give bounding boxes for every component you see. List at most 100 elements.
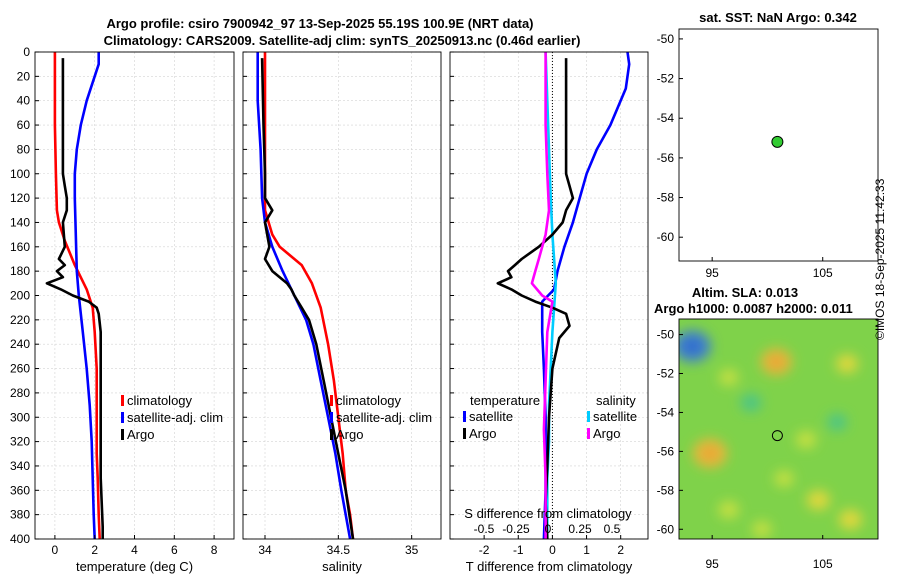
legend-t-argo-swatch — [463, 428, 466, 439]
y-tick-label: 100 — [10, 167, 30, 181]
legend-temperature-1-label: satellite-adj. clim — [127, 410, 223, 425]
sla-anomaly-blob — [718, 369, 739, 386]
sst-map-title: sat. SST: NaN Argo: 0.342 — [699, 10, 857, 25]
s-tick-label: -0.25 — [502, 522, 530, 536]
y-tick-label: 20 — [17, 69, 31, 83]
x-axis-label: salinity — [322, 559, 362, 574]
legend-salinity-2-label: Argo — [336, 427, 363, 442]
y-tick-label: 340 — [10, 459, 30, 473]
difference-profile-plot: -2 -1 0 1 2 T difference from climatology S di… — [449, 51, 649, 574]
y-tick-label: 400 — [10, 532, 30, 546]
s-tick-label: 0 — [545, 522, 552, 536]
y-tick-label: -60 — [657, 230, 675, 244]
s-tick-label: 0.25 — [568, 522, 592, 536]
y-tick-label: 300 — [10, 410, 30, 424]
x-tick-label: 34.5 — [327, 543, 351, 557]
y-tick-label: 60 — [17, 118, 31, 132]
y-tick-label: 360 — [10, 483, 30, 497]
y-tick-label: -50 — [657, 328, 675, 342]
y-tick-label: -56 — [657, 444, 675, 458]
y-tick-label: -56 — [657, 151, 675, 165]
y-tick-label: 220 — [10, 313, 30, 327]
sla-anomaly-blobs — [679, 330, 862, 538]
y-tick-label: 140 — [10, 215, 30, 229]
sla-anomaly-core — [687, 342, 698, 351]
figure-title-line2: Climatology: CARS2009. Satellite-adj cli… — [104, 33, 581, 48]
y-tick-label: 180 — [10, 264, 30, 278]
y-tick-label: 320 — [10, 435, 30, 449]
x-tick-label: 2 — [617, 543, 624, 557]
y-tick-label: -58 — [657, 483, 675, 497]
legend-salinity-2-swatch — [330, 429, 333, 440]
s-axis-label: S difference from climatology — [464, 506, 632, 521]
legend-salinity-1-swatch — [330, 412, 333, 423]
y-tick-label: 40 — [17, 94, 31, 108]
series-line-satellite-adj-clim — [73, 52, 100, 540]
sla-anomaly-core — [703, 448, 716, 459]
y-tick-label: 240 — [10, 337, 30, 351]
salinity-profile-plot: 34 34.5 35 salinity climatology satellite-adj… — [242, 51, 442, 574]
sla-anomaly-blob — [827, 413, 847, 431]
y-tick-label: 200 — [10, 289, 30, 303]
legend-title-temperature: temperature — [470, 393, 540, 408]
series-line-s-argo — [530, 52, 554, 539]
y-tick-label: -60 — [657, 522, 675, 536]
sla-anomaly-blob — [740, 393, 762, 412]
y-tick-label: 80 — [17, 142, 31, 156]
series-line-argo — [45, 58, 104, 539]
temperature-profile-plot: 0 2 4 6 8 temperature (deg C) 0 20 40 60 80 100 120 1… — [10, 45, 235, 574]
sst-map-plot: sat. SST: NaN Argo: 0.342 -50 -52 -54 -56 -58… — [657, 10, 879, 280]
y-tick-label: -52 — [657, 367, 675, 381]
series-line-climatology — [53, 52, 101, 540]
sla-map-title-line2: Argo h1000: 0.0087 h2000: 0.011 — [654, 301, 853, 316]
series-line-t-satellite — [540, 51, 631, 540]
series-line-t-argo — [496, 58, 575, 540]
sla-anomaly-blob — [838, 509, 862, 530]
x-tick-label: 4 — [131, 543, 138, 557]
argo-position-marker — [771, 135, 784, 148]
legend-title-salinity: salinity — [596, 393, 636, 408]
legend-t-satellite-swatch — [463, 411, 466, 422]
legend-salinity-0-swatch — [330, 395, 333, 406]
x-axis-label: temperature (deg C) — [76, 559, 193, 574]
y-tick-label: 280 — [10, 386, 30, 400]
sla-anomaly-blob — [806, 490, 830, 510]
legend-temperature-2-label: Argo — [127, 427, 154, 442]
sla-map-title-line1: Altim. SLA: 0.013 — [692, 285, 798, 300]
y-tick-label: -50 — [657, 32, 675, 46]
x-tick-label: 105 — [813, 557, 833, 571]
legend-temperature-0-swatch — [121, 395, 124, 406]
y-tick-label: 160 — [10, 240, 30, 254]
y-tick-label: -54 — [657, 405, 675, 419]
sla-map-frame — [678, 318, 879, 540]
legend-salinity-0-label: climatology — [336, 393, 402, 408]
x-axis-label: T difference from climatology — [466, 559, 633, 574]
y-tick-label: 0 — [23, 45, 30, 59]
y-tick-label: -54 — [657, 111, 675, 125]
x-tick-label: 6 — [171, 543, 178, 557]
legend-temperature-1-swatch — [121, 412, 124, 423]
y-tick-label: 380 — [10, 508, 30, 522]
legend-salinity-1-label: satellite-adj. clim — [336, 410, 432, 425]
y-tick-label: 260 — [10, 362, 30, 376]
legend-temperature-2-swatch — [121, 429, 124, 440]
x-tick-label: -2 — [479, 543, 490, 557]
y-tick-label: -52 — [657, 72, 675, 86]
legend-s-satellite-label: satellite — [593, 409, 637, 424]
sla-anomaly-blob — [774, 470, 794, 487]
legend-temperature-0-label: climatology — [127, 393, 193, 408]
legend-t-argo-label: Argo — [469, 426, 496, 441]
figure-title-line1: Argo profile: csiro 7900942_97 13-Sep-20… — [106, 16, 533, 31]
sla-anomaly-blob — [752, 520, 772, 538]
x-tick-label: 2 — [91, 543, 98, 557]
copyright-stamp: ©IMOS 18-Sep-2025 11:42:33 — [873, 178, 887, 340]
x-tick-label: 1 — [583, 543, 590, 557]
legend-s-satellite-swatch — [587, 411, 590, 422]
x-tick-label: 0 — [52, 543, 59, 557]
x-tick-label: 95 — [705, 266, 719, 280]
s-tick-label: -0.5 — [474, 522, 495, 536]
sla-anomaly-blob — [718, 500, 740, 519]
x-tick-label: 35 — [405, 543, 419, 557]
